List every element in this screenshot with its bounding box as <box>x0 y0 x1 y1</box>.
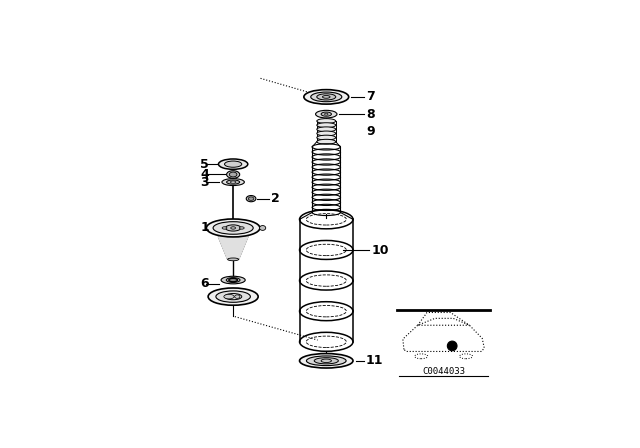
Ellipse shape <box>323 95 330 98</box>
Ellipse shape <box>307 356 346 366</box>
Ellipse shape <box>317 131 336 136</box>
Circle shape <box>447 341 457 351</box>
Ellipse shape <box>226 278 240 283</box>
Ellipse shape <box>218 159 248 169</box>
Ellipse shape <box>311 92 342 102</box>
Text: 5: 5 <box>200 158 209 171</box>
Text: 11: 11 <box>366 354 383 367</box>
Ellipse shape <box>235 295 240 298</box>
Ellipse shape <box>321 112 332 116</box>
Ellipse shape <box>300 353 353 368</box>
Ellipse shape <box>317 123 336 128</box>
Polygon shape <box>218 237 248 259</box>
Text: C0044033: C0044033 <box>422 366 465 375</box>
Ellipse shape <box>229 172 237 177</box>
Ellipse shape <box>221 276 245 284</box>
Ellipse shape <box>208 288 258 305</box>
Ellipse shape <box>317 127 336 132</box>
Ellipse shape <box>231 227 236 229</box>
Ellipse shape <box>213 222 253 234</box>
Ellipse shape <box>316 110 337 118</box>
Ellipse shape <box>317 139 336 144</box>
Ellipse shape <box>225 225 241 231</box>
Ellipse shape <box>222 179 244 185</box>
Ellipse shape <box>314 358 339 364</box>
Ellipse shape <box>304 90 349 104</box>
Ellipse shape <box>317 119 336 124</box>
Text: 8: 8 <box>366 108 374 121</box>
Text: 10: 10 <box>371 244 388 257</box>
Ellipse shape <box>230 181 236 183</box>
Ellipse shape <box>228 258 239 261</box>
Text: 7: 7 <box>366 90 374 103</box>
Ellipse shape <box>248 197 254 200</box>
Text: 6: 6 <box>200 277 209 290</box>
Ellipse shape <box>324 113 328 115</box>
Ellipse shape <box>207 219 260 237</box>
Ellipse shape <box>229 278 237 282</box>
Text: 1: 1 <box>200 221 209 234</box>
Ellipse shape <box>225 161 242 167</box>
Ellipse shape <box>317 135 336 140</box>
Text: 2: 2 <box>271 192 280 205</box>
Ellipse shape <box>224 294 234 299</box>
Ellipse shape <box>216 291 250 302</box>
Ellipse shape <box>246 195 256 202</box>
Ellipse shape <box>227 171 240 178</box>
Ellipse shape <box>239 227 244 229</box>
Ellipse shape <box>260 225 266 230</box>
Ellipse shape <box>222 227 227 229</box>
Text: 4: 4 <box>200 168 209 181</box>
Ellipse shape <box>317 94 336 100</box>
Text: 9: 9 <box>366 125 374 138</box>
Ellipse shape <box>227 180 240 184</box>
Text: 3: 3 <box>200 176 209 189</box>
